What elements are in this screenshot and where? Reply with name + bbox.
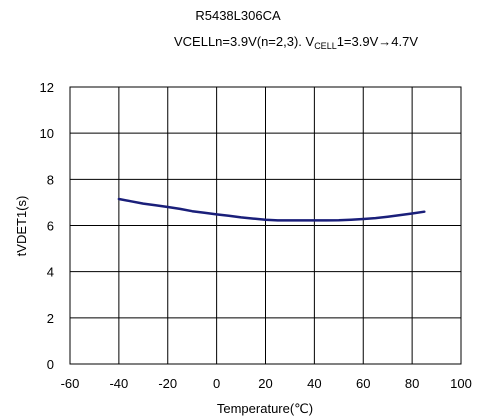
y-tick-label: 6: [47, 219, 54, 234]
subtitle-part-1: VCELLn=3.9V(n=2,3). V: [174, 34, 315, 49]
x-tick-label: 60: [356, 376, 370, 391]
x-tick-label: 40: [307, 376, 321, 391]
subtitle-subscript: CELL: [314, 41, 337, 51]
y-tick-label: 0: [47, 357, 54, 372]
y-tick-label: 12: [40, 80, 54, 95]
grid: [70, 87, 461, 364]
subtitle-part-2: 1=3.9V→4.7V: [337, 34, 419, 49]
x-tick-label: 80: [405, 376, 419, 391]
x-axis-label: Temperature(℃): [217, 401, 313, 416]
chart-title: R5438L306CA: [195, 8, 281, 23]
tick-labels: -60 -40 -20 0 20 40 60 80 100 0 2 4 6 8 10 12: [40, 80, 472, 391]
x-tick-label: 100: [450, 376, 472, 391]
y-tick-label: 2: [47, 311, 54, 326]
x-tick-label: -20: [158, 376, 177, 391]
y-tick-label: 8: [47, 172, 54, 187]
y-tick-label: 10: [40, 126, 54, 141]
x-tick-label: 0: [213, 376, 220, 391]
x-tick-label: -60: [61, 376, 80, 391]
y-tick-label: 4: [47, 265, 54, 280]
x-tick-label: 20: [258, 376, 272, 391]
plot-area: [69, 86, 462, 365]
y-axis-label: tVDET1(s): [14, 196, 29, 257]
x-tick-label: -40: [109, 376, 128, 391]
series-line: [117, 197, 426, 222]
chart-subtitle: VCELLn=3.9V(n=2,3). VCELL1=3.9V→4.7V: [174, 34, 418, 51]
